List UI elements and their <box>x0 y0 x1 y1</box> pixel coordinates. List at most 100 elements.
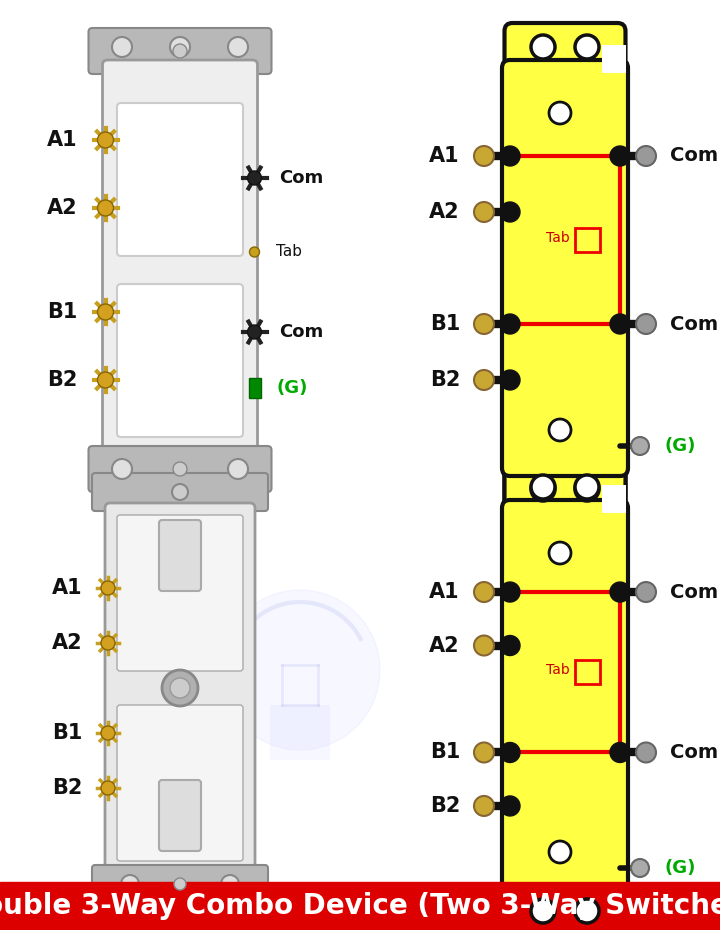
Text: Tab: Tab <box>546 231 570 245</box>
Circle shape <box>101 636 115 650</box>
FancyBboxPatch shape <box>505 23 626 81</box>
Text: (G): (G) <box>276 379 308 397</box>
Text: A2: A2 <box>429 202 460 222</box>
FancyBboxPatch shape <box>102 60 258 460</box>
Text: B1: B1 <box>53 723 83 743</box>
Bar <box>248 378 261 398</box>
Circle shape <box>170 678 190 698</box>
Text: A2: A2 <box>53 633 83 653</box>
Text: B1: B1 <box>430 314 460 334</box>
Circle shape <box>101 581 115 595</box>
Circle shape <box>174 878 186 890</box>
Circle shape <box>549 542 571 564</box>
Circle shape <box>474 202 494 222</box>
FancyBboxPatch shape <box>89 446 271 492</box>
FancyBboxPatch shape <box>117 705 243 861</box>
Bar <box>0 882 720 930</box>
Circle shape <box>636 742 656 763</box>
Circle shape <box>228 459 248 479</box>
Circle shape <box>97 200 114 216</box>
Circle shape <box>228 37 248 57</box>
Text: A1: A1 <box>47 130 78 150</box>
Circle shape <box>474 314 494 334</box>
Circle shape <box>549 841 571 863</box>
Circle shape <box>500 314 520 334</box>
Circle shape <box>170 37 190 57</box>
Text: Com: Com <box>670 147 718 166</box>
Text: A2: A2 <box>47 198 78 218</box>
Circle shape <box>112 459 132 479</box>
Bar <box>602 485 626 513</box>
Text: Tab: Tab <box>276 245 302 259</box>
Text: B1: B1 <box>430 742 460 763</box>
FancyBboxPatch shape <box>159 780 201 851</box>
Circle shape <box>575 475 599 499</box>
Circle shape <box>500 202 520 222</box>
Text: B2: B2 <box>53 778 83 798</box>
FancyBboxPatch shape <box>105 503 255 873</box>
Circle shape <box>631 859 649 877</box>
Circle shape <box>101 781 115 795</box>
Circle shape <box>474 370 494 390</box>
FancyBboxPatch shape <box>92 473 268 511</box>
Text: Com: Com <box>670 582 718 602</box>
FancyBboxPatch shape <box>505 877 626 930</box>
Text: B2: B2 <box>47 370 78 390</box>
Circle shape <box>121 875 139 893</box>
Circle shape <box>531 35 555 59</box>
Circle shape <box>531 899 555 923</box>
Circle shape <box>575 899 599 923</box>
Circle shape <box>636 582 656 602</box>
Circle shape <box>610 742 630 763</box>
Circle shape <box>636 314 656 334</box>
Text: Com: Com <box>670 743 718 762</box>
Circle shape <box>531 477 555 501</box>
Circle shape <box>172 484 188 500</box>
Text: A1: A1 <box>53 578 83 598</box>
Circle shape <box>248 171 261 185</box>
Circle shape <box>112 37 132 57</box>
FancyBboxPatch shape <box>92 865 268 903</box>
Circle shape <box>610 314 630 334</box>
Circle shape <box>173 44 187 58</box>
FancyBboxPatch shape <box>505 463 626 521</box>
Circle shape <box>636 146 656 166</box>
Bar <box>575 228 600 252</box>
Circle shape <box>173 462 187 476</box>
Circle shape <box>474 742 494 763</box>
Text: B1: B1 <box>47 302 78 322</box>
Circle shape <box>575 477 599 501</box>
Circle shape <box>631 437 649 455</box>
Circle shape <box>474 146 494 166</box>
Text: (G): (G) <box>664 437 696 455</box>
Text: B2: B2 <box>430 796 460 816</box>
Circle shape <box>474 582 494 602</box>
Text: (G): (G) <box>664 859 696 877</box>
Circle shape <box>101 726 115 740</box>
Circle shape <box>500 146 520 166</box>
Circle shape <box>610 582 630 602</box>
Bar <box>575 660 600 684</box>
Circle shape <box>220 590 380 750</box>
Text: Com: Com <box>279 169 324 187</box>
Circle shape <box>97 304 114 320</box>
Circle shape <box>500 796 520 816</box>
FancyBboxPatch shape <box>117 103 243 256</box>
Circle shape <box>575 35 599 59</box>
Circle shape <box>500 582 520 602</box>
Text: Tab: Tab <box>546 663 570 677</box>
Text: Com: Com <box>670 314 718 334</box>
Circle shape <box>531 475 555 499</box>
Text: A1: A1 <box>429 146 460 166</box>
Text: Com: Com <box>279 323 324 341</box>
Circle shape <box>474 635 494 656</box>
FancyBboxPatch shape <box>502 500 628 898</box>
Text: A2: A2 <box>429 635 460 656</box>
Circle shape <box>500 635 520 656</box>
FancyBboxPatch shape <box>89 28 271 74</box>
Circle shape <box>221 875 239 893</box>
Circle shape <box>248 325 261 339</box>
Circle shape <box>610 146 630 166</box>
Circle shape <box>549 102 571 124</box>
Circle shape <box>474 796 494 816</box>
